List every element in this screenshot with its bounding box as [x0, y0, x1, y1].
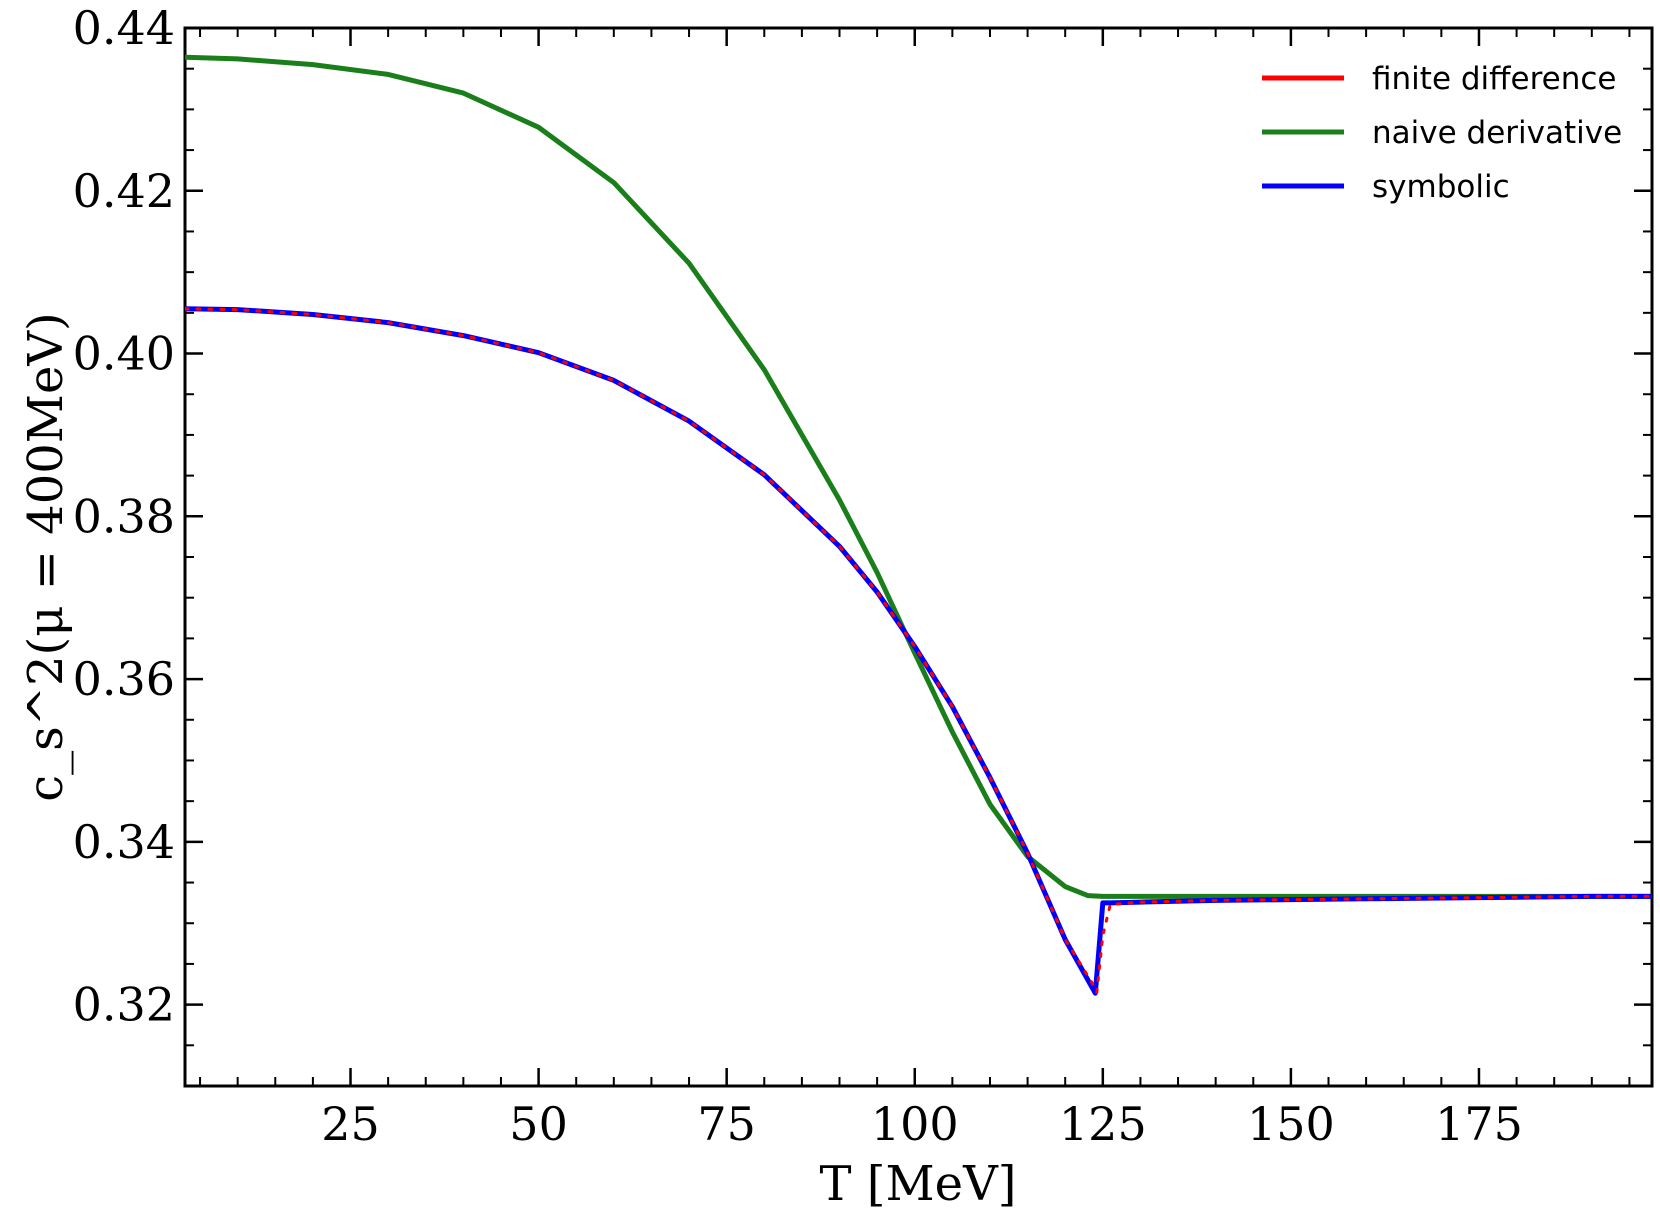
x-tick-label: 150: [1247, 1097, 1335, 1151]
legend-label: naive derivative: [1372, 115, 1622, 151]
legend-label: symbolic: [1372, 169, 1510, 205]
y-tick-label: 0.32: [73, 978, 175, 1032]
x-tick-label: 125: [1059, 1097, 1147, 1151]
x-tick-label: 75: [697, 1097, 756, 1151]
x-tick-label: 175: [1435, 1097, 1523, 1151]
y-tick-label: 0.38: [73, 489, 175, 543]
x-tick-label: 50: [509, 1097, 568, 1151]
y-tick-label: 0.44: [73, 1, 175, 55]
x-tick-labels: 25 50 75 100 125 150 175: [321, 1097, 1523, 1151]
legend: finite difference naive derivative symboli…: [1262, 61, 1622, 205]
x-tick-label: 100: [871, 1097, 959, 1151]
series-layer: [185, 54, 1652, 996]
y-tick-label: 0.36: [73, 652, 175, 706]
x-axis-title: T [MeV]: [820, 1156, 1017, 1212]
y-axis-title: c_s^2(μ = 400MeV): [18, 312, 74, 802]
y-tick-labels: 0.32 0.34 0.36 0.38 0.40 0.42 0.44: [73, 1, 175, 1032]
axis-ticks: [185, 26, 1652, 1086]
plot-area-frame: [183, 26, 1654, 1088]
x-tick-label: 25: [321, 1097, 380, 1151]
y-tick-label: 0.42: [73, 164, 175, 218]
y-tick-label: 0.40: [73, 327, 175, 381]
legend-label: finite difference: [1372, 61, 1617, 97]
series-line-naive-derivative: [185, 54, 1652, 899]
y-tick-label: 0.34: [73, 815, 175, 869]
